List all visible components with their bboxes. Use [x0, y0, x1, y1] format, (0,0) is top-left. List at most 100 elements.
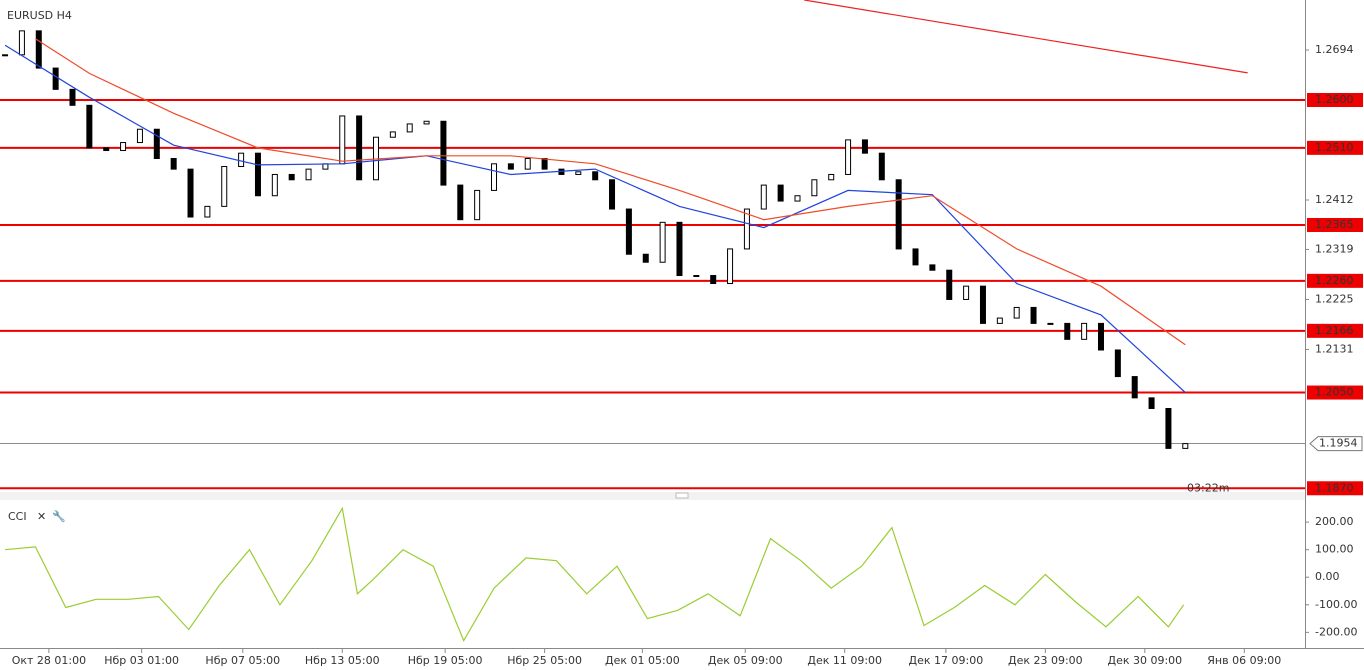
y-tick-label: 1.2225	[1315, 292, 1354, 305]
candle	[52, 67, 59, 90]
symbol-box	[4, 8, 74, 24]
x-tick-label: Дек 30 09:00	[1107, 654, 1182, 667]
candle	[86, 104, 93, 149]
candle	[828, 173, 835, 181]
candle	[625, 208, 632, 255]
x-tick-label: Дек 11 09:00	[807, 654, 882, 667]
current-price-tag	[1309, 436, 1363, 452]
candle	[760, 184, 767, 210]
candle	[996, 317, 1003, 324]
candle	[861, 139, 868, 154]
x-tick-label: Дек 23 09:00	[1008, 654, 1083, 667]
level-tag	[1307, 481, 1363, 496]
candle	[710, 275, 717, 284]
candle	[693, 275, 700, 278]
candle	[187, 168, 194, 218]
candle	[18, 30, 25, 56]
candle	[1064, 322, 1071, 340]
separator-handle[interactable]	[675, 492, 689, 499]
candle	[406, 123, 413, 133]
candle	[1013, 306, 1020, 319]
indicator-settings[interactable]: 🔧	[52, 509, 66, 523]
candle	[642, 253, 649, 263]
level-tag	[1307, 92, 1363, 107]
level-tag	[1307, 385, 1363, 400]
candle	[254, 152, 261, 197]
level-tag	[1307, 323, 1363, 338]
candle	[946, 269, 953, 300]
candle	[491, 163, 498, 191]
candle	[170, 158, 177, 170]
moving-average	[4, 44, 1186, 393]
candle	[541, 158, 548, 170]
candle	[811, 179, 818, 197]
candle	[659, 221, 666, 263]
candle	[1047, 322, 1054, 325]
candle	[895, 179, 902, 250]
trend-line	[804, 0, 1248, 74]
candle	[794, 195, 801, 202]
candle	[474, 189, 481, 221]
y-tick-label: 100.00	[1315, 543, 1354, 556]
candle	[524, 158, 531, 170]
candle	[389, 131, 396, 138]
candle	[423, 120, 430, 125]
y-tick-label: 1.2319	[1315, 242, 1354, 255]
candle	[1030, 306, 1037, 324]
countdown: 03:22m	[1187, 481, 1229, 494]
candle	[153, 128, 160, 160]
x-tick-label: Дек 17 09:00	[909, 654, 984, 667]
candle	[1182, 443, 1189, 449]
candle	[35, 30, 42, 69]
candle	[69, 88, 76, 106]
candle	[912, 248, 919, 266]
candle	[204, 205, 211, 218]
x-tick-label: Дек 01 05:00	[605, 654, 680, 667]
candle	[1114, 349, 1121, 378]
candle	[609, 179, 616, 210]
candle	[743, 208, 750, 250]
level-label: 1.2600	[1315, 93, 1354, 106]
level-label: 1.2260	[1315, 274, 1354, 287]
candle	[103, 147, 110, 152]
candle	[2, 54, 9, 57]
panel-separator	[0, 492, 1305, 500]
candle	[1165, 407, 1172, 449]
candle	[929, 264, 936, 271]
y-tick-label: 0.00	[1315, 570, 1340, 583]
x-tick-label: Нбр 03 01:00	[104, 654, 179, 667]
candle	[1097, 322, 1104, 351]
candle	[120, 142, 127, 152]
candle	[1081, 322, 1088, 340]
candle	[271, 173, 278, 197]
level-label: 1.2510	[1315, 141, 1354, 154]
cci-line	[5, 506, 1185, 642]
candle	[136, 128, 143, 144]
level-tag	[1307, 273, 1363, 288]
x-tick-label: Нбр 25 05:00	[507, 654, 582, 667]
y-tick-label: -100.00	[1315, 598, 1357, 611]
y-tick-label: 200.00	[1315, 515, 1354, 528]
x-tick-label: Нбр 19 05:00	[408, 654, 483, 667]
x-tick-label: Окт 28 01:00	[12, 654, 86, 667]
candle	[878, 152, 885, 181]
candle	[440, 120, 447, 186]
x-tick-label: Дек 05 09:00	[708, 654, 783, 667]
candle	[339, 115, 346, 165]
candle	[575, 171, 582, 175]
x-tick-label: Нбр 07 05:00	[205, 654, 280, 667]
candle	[963, 285, 970, 300]
candle	[592, 171, 599, 181]
candle	[238, 152, 245, 167]
candle	[356, 115, 363, 181]
close-indicator[interactable]: ✕	[37, 510, 46, 523]
level-label: 1.2365	[1315, 218, 1354, 231]
level-label: 1.2050	[1315, 386, 1354, 399]
x-tick-label: Нбр 13 05:00	[305, 654, 380, 667]
candle	[845, 139, 852, 175]
candle	[305, 168, 312, 181]
candle	[1148, 397, 1155, 409]
